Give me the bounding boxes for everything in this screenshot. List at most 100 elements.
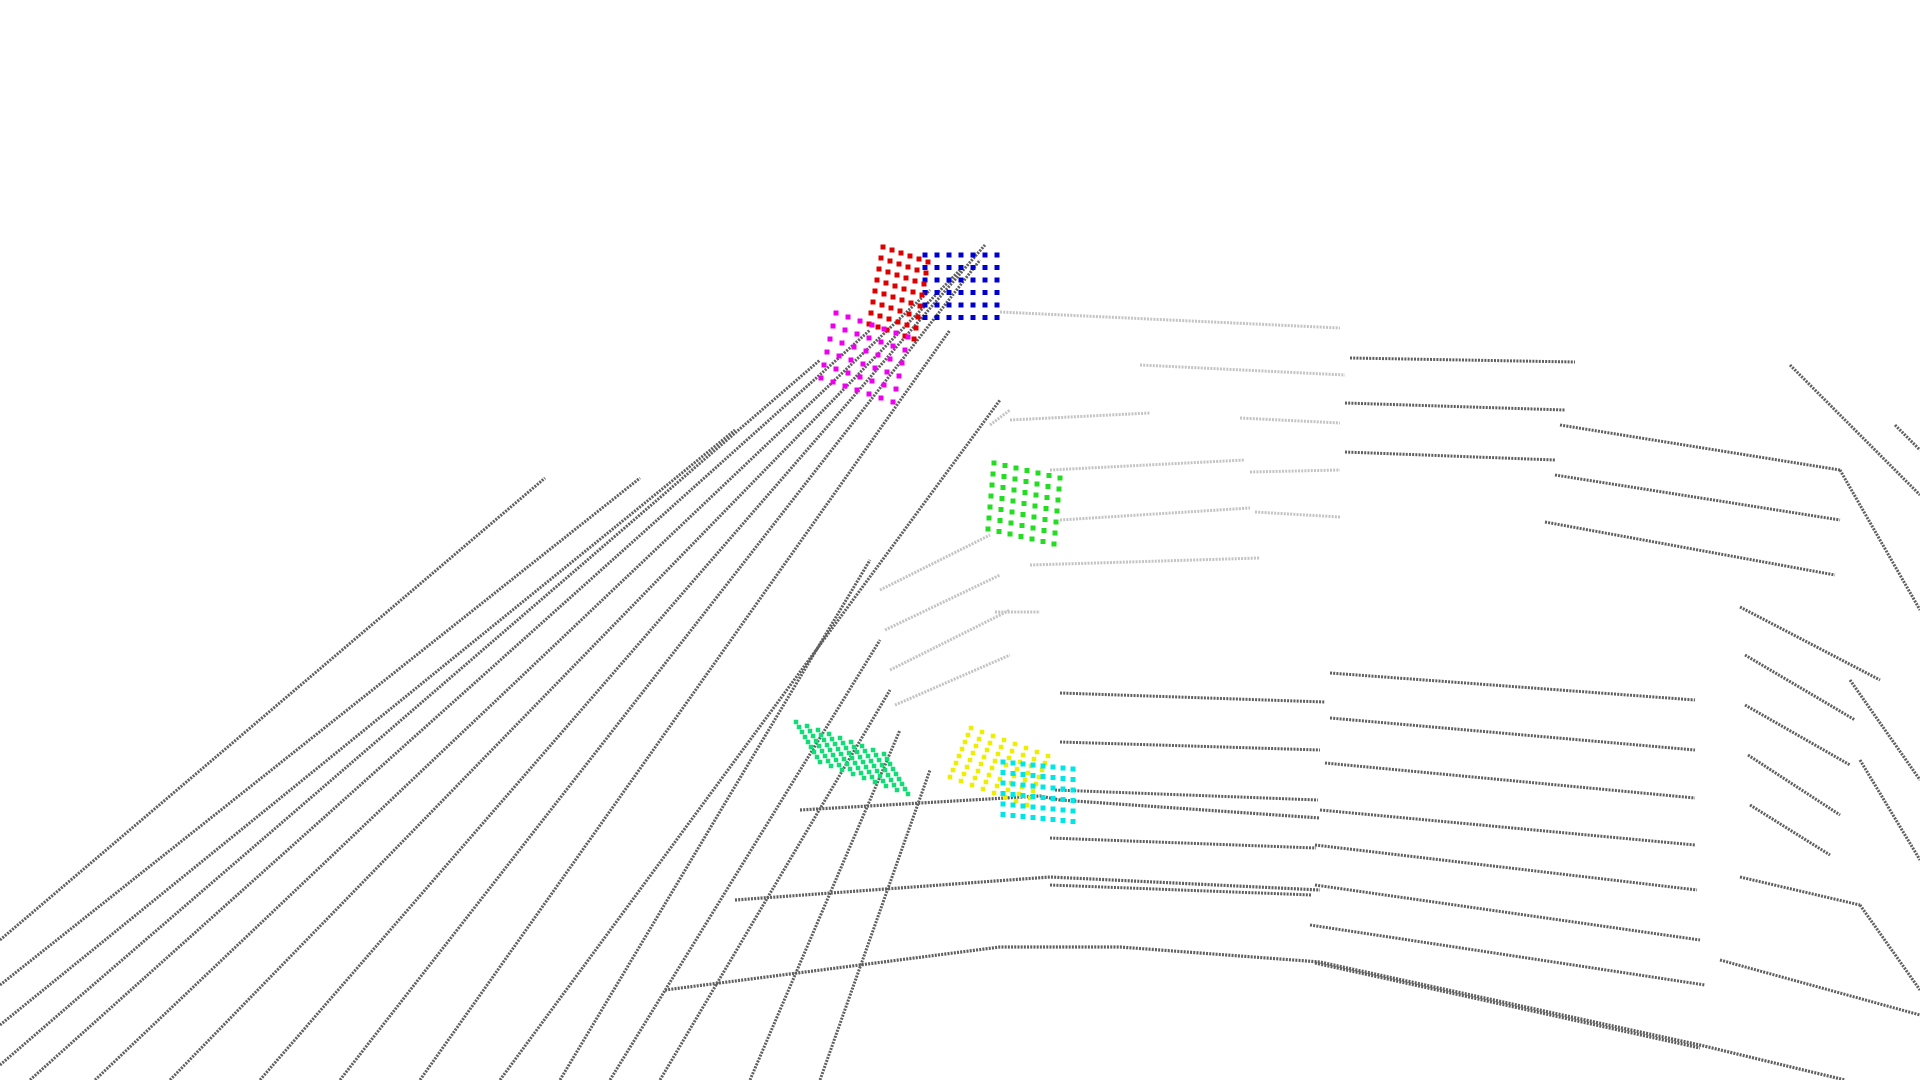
green-cluster-point [990,471,996,477]
cyan-cluster-point [1060,776,1066,781]
scan-ring-right-28 [1858,759,1920,861]
red-cluster-point [911,336,917,342]
cyan-cluster-point [1030,794,1036,799]
cyan-cluster-point [1030,804,1036,810]
red-cluster-point [914,267,920,273]
cyan-cluster-point [1050,806,1056,812]
yellow-cluster-point [970,750,976,756]
cyan-cluster-point [1070,798,1076,803]
yellow-cluster-point [1045,753,1051,759]
magenta-cluster-point [893,386,899,392]
blue-cluster-point [946,277,952,283]
yellow-cluster-point [981,754,987,760]
magenta-cluster-point [893,330,899,336]
scan-segment-far-7 [1254,510,1341,519]
lidar-scan-lines [0,244,1920,1080]
scan-ring-right-30 [1719,958,1920,1017]
cyan-cluster-point [1020,772,1026,777]
yellow-cluster-point [1012,741,1018,747]
mint-cluster-point [891,782,897,788]
mint-cluster-point [863,764,869,770]
mint-cluster-point [893,771,899,777]
blue-cluster-point [958,302,964,308]
green-cluster-point [1044,495,1050,500]
red-cluster-point [885,269,891,275]
cyan-cluster-point [1030,783,1036,789]
green-cluster-point [989,482,995,488]
mint-cluster-point [808,744,814,750]
yellow-cluster-point [956,753,962,759]
blue-cluster-point [934,265,940,270]
scan-segment-far-12 [894,653,1011,707]
yellow-cluster-point [998,744,1004,750]
magenta-cluster-point [830,379,836,385]
mint-cluster-point [818,732,824,738]
yellow-cluster-point [983,779,989,785]
scan-segment-far-5 [1249,468,1341,474]
scan-ring-left-0 [0,476,546,942]
blue-cluster-point [958,265,964,270]
cyan-cluster-point [1010,771,1016,776]
scan-segment-far-2 [1009,411,1151,422]
scan-ring-right-22 [1744,653,1856,722]
cyan-cluster-point [1060,818,1066,823]
red-cluster-point [879,302,885,308]
magenta-cluster-point [866,335,872,341]
mint-cluster-point [866,769,872,775]
blue-cluster-point [958,277,964,283]
red-cluster-point [901,286,907,292]
magenta-cluster-point [881,382,887,388]
yellow-cluster-point [1013,798,1019,804]
red-cluster-point [908,300,914,306]
cyan-cluster-point [1040,795,1046,800]
mint-cluster-point [852,760,858,766]
mint-cluster-point [813,738,819,744]
yellow-cluster-point [1023,745,1029,751]
mint-cluster-point [824,742,830,748]
red-cluster-point [884,327,890,333]
magenta-cluster-point [899,360,905,366]
mint-cluster-point [838,751,844,757]
yellow-cluster-point [1033,781,1039,787]
scan-ring-left-3 [0,358,821,1067]
blue-cluster-point [970,302,976,308]
red-cluster-point [883,280,889,286]
mint-cluster-point [835,746,841,752]
scan-ring-right-3 [1559,423,1841,472]
magenta-cluster-point [854,331,860,337]
mint-cluster-point [844,761,850,767]
scan-ring-near-2 [664,945,1846,1080]
yellow-cluster-point [1009,748,1015,754]
green-cluster-point [1032,503,1038,509]
yellow-cluster-point [1039,767,1045,773]
mint-cluster-point [843,745,849,751]
mint-cluster-point [880,778,886,784]
scan-ring-right-12 [1309,923,1706,987]
cyan-cluster-point [1010,760,1016,766]
green-cluster-point [1000,485,1006,490]
scan-ring-right-16 [1049,836,1317,850]
blue-cluster-point [970,315,976,320]
green-cluster-point [1031,514,1037,520]
mint-cluster-point [899,781,905,787]
yellow-cluster-point [986,772,992,778]
red-cluster-point [868,310,874,316]
scan-ring-right-2 [1344,450,1556,462]
yellow-cluster-point [978,761,984,767]
cyan-cluster-point [1040,774,1046,779]
cyan-cluster-point [1020,803,1026,809]
green-cluster-point [1012,476,1018,482]
scan-ring-left-14 [748,729,902,1080]
yellow-cluster-point [991,790,997,796]
red-cluster-point [912,278,918,284]
green-cluster-point [1022,490,1028,495]
blue-cluster-point [970,265,976,270]
red-cluster-point [916,256,922,262]
cyan-cluster-point [1070,787,1076,793]
highlighted-object-clusters [793,244,1076,824]
mint-cluster [793,719,911,797]
yellow-cluster-point [1022,777,1028,783]
mint-cluster-point [826,731,832,737]
